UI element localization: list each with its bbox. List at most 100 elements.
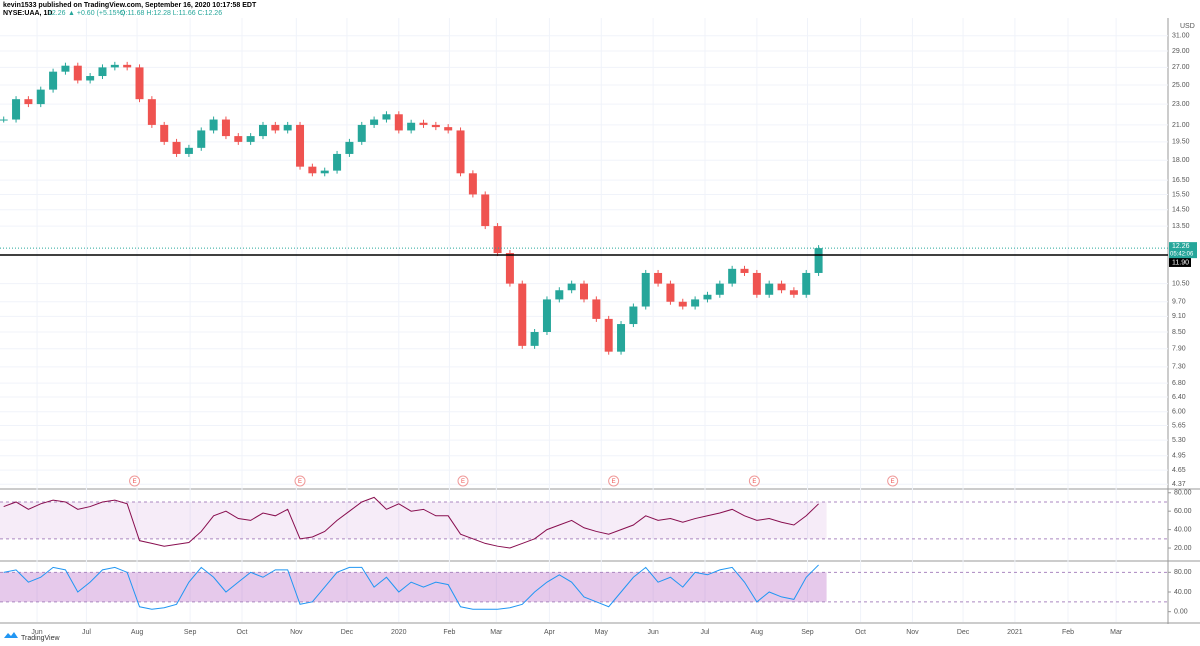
candle — [345, 141, 354, 154]
y-tick-label: 19.50 — [1172, 139, 1190, 146]
candle — [789, 290, 798, 295]
y-tick-label: 10.50 — [1172, 280, 1190, 287]
candle — [394, 114, 403, 131]
earnings-marker — [457, 475, 469, 487]
currency-label: USD — [1180, 23, 1195, 30]
candle — [505, 253, 514, 284]
candle — [493, 226, 502, 254]
y-tick-label: 16.50 — [1172, 177, 1190, 184]
x-tick-label: Mar — [1110, 629, 1123, 636]
y-tick-label: 9.10 — [1172, 313, 1186, 320]
x-tick-label: Jul — [701, 629, 710, 636]
candle — [629, 306, 638, 325]
candle — [333, 153, 342, 171]
publisher: kevin1533 published on TradingView.com, … — [3, 2, 257, 9]
hline-label-bg — [1169, 257, 1191, 267]
x-tick-label: Aug — [751, 629, 764, 636]
y-tick-label: 6.40 — [1172, 394, 1186, 401]
candle — [530, 331, 539, 346]
candle — [481, 194, 490, 227]
y-tick-label: 15.50 — [1172, 191, 1190, 198]
candle — [666, 283, 675, 302]
y-tick-label: 60.00 — [1174, 508, 1192, 515]
earnings-label: E — [891, 479, 895, 485]
candle — [814, 248, 823, 273]
candle — [468, 173, 477, 195]
candle — [728, 268, 737, 284]
symbol: NYSE:UAA, 1D — [3, 10, 52, 17]
x-tick-label: Oct — [855, 629, 866, 636]
x-tick-label: Nov — [906, 629, 919, 636]
y-tick-label: 8.50 — [1172, 329, 1186, 336]
candle — [246, 136, 255, 142]
y-tick-label: 18.00 — [1172, 157, 1190, 164]
candle — [419, 122, 428, 125]
indicator-line — [3, 564, 819, 610]
earnings-label: E — [612, 479, 616, 485]
y-tick-label: 7.90 — [1172, 346, 1186, 353]
candle — [234, 136, 243, 142]
earnings-marker — [887, 475, 899, 487]
countdown: 05:42:06 — [1170, 252, 1194, 258]
candle — [49, 71, 58, 90]
y-tick-label: 0.00 — [1174, 609, 1188, 616]
candle — [580, 283, 588, 300]
candle — [36, 89, 45, 105]
earnings-marker — [608, 475, 620, 487]
candle — [802, 272, 811, 295]
last-price-label: 12.26 — [1172, 243, 1190, 250]
candle — [567, 283, 576, 291]
y-tick-label: 4.65 — [1172, 467, 1186, 474]
candle — [110, 64, 119, 68]
candle — [209, 119, 218, 131]
candle — [678, 301, 687, 307]
candle — [357, 124, 366, 142]
y-tick-label: 29.00 — [1172, 48, 1190, 55]
y-tick-label: 21.00 — [1172, 122, 1190, 129]
last-price-bg — [1169, 242, 1197, 259]
candle — [370, 119, 379, 125]
candle — [431, 124, 440, 128]
candle — [765, 283, 774, 295]
candle — [160, 124, 169, 142]
candle — [592, 299, 601, 319]
earnings-label: E — [461, 479, 465, 485]
y-tick-label: 40.00 — [1174, 589, 1192, 596]
candle — [296, 124, 305, 167]
y-tick-label: 9.70 — [1172, 299, 1186, 306]
x-tick-label: 2020 — [391, 629, 407, 636]
candle — [641, 272, 650, 307]
x-tick-label: Jun — [647, 629, 658, 636]
candle — [715, 283, 724, 295]
y-tick-label: 7.30 — [1172, 364, 1186, 371]
earnings-marker — [294, 475, 306, 487]
candle — [147, 99, 156, 125]
candle — [518, 283, 527, 346]
candle — [617, 324, 626, 352]
candle — [407, 122, 416, 131]
candle — [98, 67, 107, 77]
y-tick-label: 14.50 — [1172, 207, 1190, 214]
x-tick-label: Dec — [341, 629, 354, 636]
y-tick-label: 25.00 — [1172, 82, 1190, 89]
candle — [258, 124, 267, 137]
x-tick-label: Jun — [31, 629, 42, 636]
candle — [777, 283, 786, 291]
hline-label: 11.90 — [1172, 259, 1189, 266]
x-tick-label: Feb — [443, 629, 455, 636]
y-tick-label: 80.00 — [1174, 569, 1192, 576]
candle — [61, 65, 70, 72]
x-tick-label: Sep — [184, 629, 197, 636]
y-tick-label: 6.80 — [1172, 380, 1186, 387]
x-tick-label: 2021 — [1007, 629, 1023, 636]
brand: TradingView — [21, 635, 60, 642]
candle — [703, 294, 712, 300]
candle — [73, 65, 82, 81]
earnings-label: E — [752, 479, 756, 485]
y-tick-label: 6.00 — [1172, 409, 1186, 416]
candle — [555, 290, 564, 300]
y-tick-label: 13.50 — [1172, 223, 1190, 230]
candle — [86, 76, 95, 81]
y-tick-label: 4.95 — [1172, 453, 1186, 460]
